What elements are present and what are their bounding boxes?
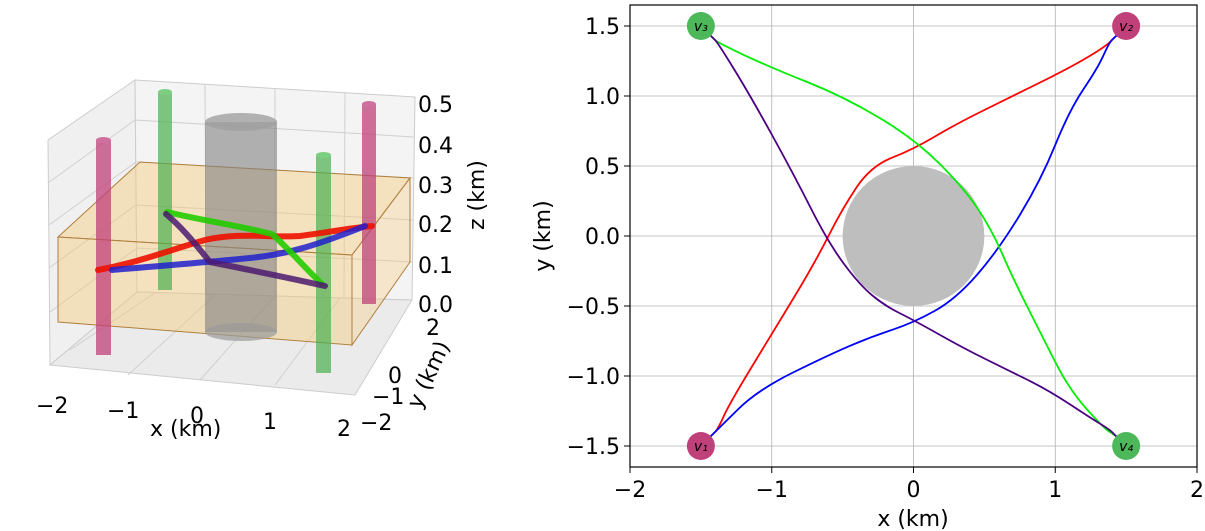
pole-magenta-right — [362, 104, 376, 304]
y-ticks-2d: −1.5 −1.0 −0.5 0.0 0.5 1.0 1.5 — [567, 15, 630, 460]
y-tick-label-2: −0.5 — [567, 295, 620, 320]
pole-magenta-right-cap — [362, 101, 376, 107]
z3d-tick-2: 0.2 — [418, 213, 453, 238]
y-tick-label-5: 1.0 — [585, 85, 620, 110]
nodes-2d: v₁ v₂ v₃ v₄ — [686, 12, 1141, 460]
obstacle-cylinder-top — [205, 113, 277, 131]
x-ticks-2d: −2 −1 0 1 2 — [614, 467, 1204, 503]
x3d-tick-1: −1 — [107, 399, 139, 424]
pole-magenta-left-cap — [96, 137, 111, 143]
z3d-tick-1: 0.1 — [418, 254, 453, 279]
z3d-tick-5: 0.5 — [418, 93, 453, 118]
traj3d-indigo — [163, 211, 328, 289]
x3d-tick-4: 2 — [337, 417, 351, 442]
x2d-label: x (km) — [877, 507, 948, 531]
traj3d-blue — [109, 223, 368, 273]
x-tick-label-1: −1 — [756, 478, 788, 503]
y-ticks-3d: −2 −1 0 2 — [360, 316, 440, 436]
obstacle-cylinder-bottom — [205, 323, 277, 341]
node-label-4: v₄ — [1119, 439, 1133, 455]
node-1 — [686, 432, 715, 460]
y-tick-label-6: 1.5 — [585, 15, 620, 40]
node-4 — [1112, 432, 1141, 460]
traj3d-green — [164, 209, 325, 287]
node-3 — [686, 12, 715, 40]
node-label-1: v₁ — [694, 439, 708, 455]
series-2d — [700, 25, 1127, 447]
series-line-2 — [700, 25, 1127, 447]
pole-green-back-left-cap — [158, 89, 172, 95]
y-tick-label-0: −1.5 — [567, 435, 620, 460]
x-tick-label-4: 2 — [1190, 478, 1204, 503]
y-tick-label-3: 0.0 — [585, 225, 620, 250]
obstacle-circle — [842, 166, 985, 306]
x-tick-label-3: 1 — [1048, 478, 1062, 503]
z3d-tick-4: 0.4 — [418, 134, 453, 159]
series-line-3 — [700, 25, 1127, 447]
y3d-tick-0: −2 — [360, 411, 392, 436]
y3d-tick-1: −1 — [372, 385, 404, 410]
node-label-3: v₃ — [694, 19, 708, 35]
x-tick-label-2: 0 — [907, 478, 921, 503]
panel-2d: v₁ v₂ v₃ v₄ −2 −1 0 1 2 −1.5 −1.0 −0.5 0.0 0.5 1.0 1.… — [531, 4, 1204, 531]
y-tick-label-1: −1.0 — [567, 365, 620, 390]
x-tick-label-0: −2 — [614, 478, 646, 503]
x3d-tick-0: −2 — [36, 394, 68, 419]
z3d-tick-3: 0.3 — [418, 174, 453, 199]
y3d-tick-3: 2 — [426, 316, 440, 341]
pole-magenta-left — [96, 140, 111, 355]
pole-green-back-left — [158, 92, 172, 290]
y-tick-label-4: 0.5 — [585, 155, 620, 180]
node-2 — [1112, 12, 1141, 40]
panel-3d: −2 −1 0 1 2 x (km) −2 −1 0 2 y (km) 0.0 … — [36, 79, 490, 442]
obstacle-2d — [842, 166, 985, 306]
y2d-label: y (km) — [531, 200, 556, 271]
traj3d-red — [95, 223, 375, 273]
pole-green-front-right-cap — [316, 152, 331, 158]
series-line-1 — [700, 25, 1127, 447]
y3d-tick-2: 0 — [388, 364, 402, 389]
x3d-label: x (km) — [150, 417, 221, 442]
z3d-tick-0: 0.0 — [418, 293, 453, 318]
x-ticks-3d: −2 −1 0 1 2 — [36, 394, 351, 442]
x3d-tick-3: 1 — [263, 410, 277, 435]
z3d-label: z (km) — [465, 160, 490, 230]
y3d-label: y (km) — [403, 337, 456, 412]
pole-green-front-right — [316, 155, 331, 373]
node-label-2: v₂ — [1119, 19, 1133, 35]
z-ticks-3d: 0.0 0.1 0.2 0.3 0.4 0.5 — [418, 93, 453, 318]
series-line-0 — [700, 25, 1127, 447]
x3d-tick-2: 0 — [190, 404, 204, 429]
trajectories-3d — [95, 209, 375, 289]
